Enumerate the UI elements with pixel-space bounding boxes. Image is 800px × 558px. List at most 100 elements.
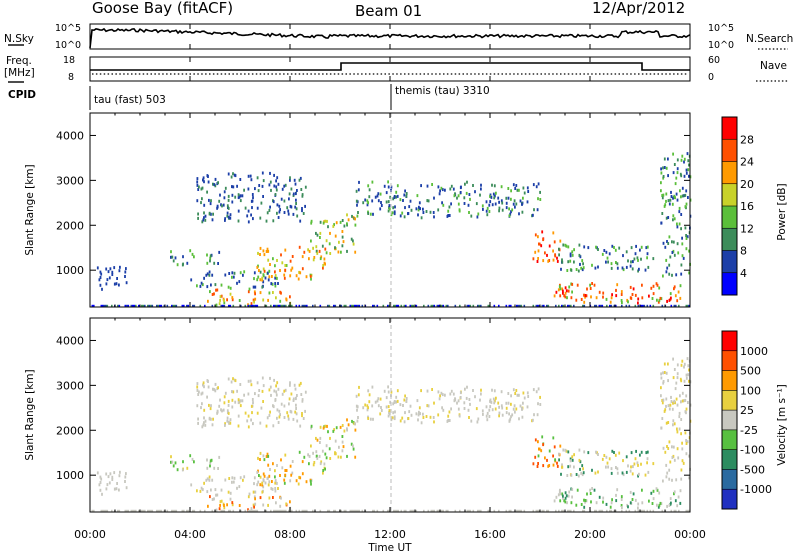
range-gate-cell <box>662 241 665 245</box>
range-gate-cell <box>289 381 291 385</box>
range-gate-cell <box>450 184 453 188</box>
range-gate-cell <box>596 246 598 250</box>
range-gate-cell <box>289 259 292 263</box>
range-gate-cell <box>660 394 662 398</box>
range-gate-cell <box>646 252 649 256</box>
range-gate-cell <box>324 452 327 456</box>
range-gate-cell <box>117 304 119 308</box>
range-gate-cell <box>477 417 480 421</box>
range-gate-cell <box>419 412 421 416</box>
range-gate-cell <box>622 268 625 272</box>
range-gate-cell <box>660 189 662 193</box>
range-gate-cell <box>287 414 290 418</box>
range-gate-cell <box>565 244 568 248</box>
range-gate-cell <box>566 501 568 505</box>
range-gate-cell <box>250 302 253 306</box>
range-gate-cell <box>341 435 344 438</box>
sky-noise-line <box>89 27 691 49</box>
range-gate-cell <box>583 245 586 249</box>
range-gate-cell <box>680 195 682 199</box>
range-gate-cell <box>498 414 500 418</box>
range-gate-cell <box>201 197 203 201</box>
range-gate-cell <box>304 390 307 394</box>
range-gate-cell <box>346 418 348 422</box>
range-gate-cell <box>459 396 462 399</box>
range-gate-cell <box>288 192 291 196</box>
range-gate-cell <box>593 283 596 287</box>
range-gate-cell <box>601 457 604 461</box>
range-gate-cell <box>388 304 391 308</box>
range-gate-cell <box>277 304 280 308</box>
range-gate-cell <box>265 219 268 223</box>
range-gate-cell <box>645 246 648 250</box>
range-gate-cell <box>485 414 488 418</box>
range-gate-cell <box>295 304 298 308</box>
range-gate-cell <box>609 505 612 509</box>
range-gate-cell <box>354 217 356 221</box>
colorbar-tick-label: 12 <box>740 222 754 235</box>
range-gate-cell <box>319 425 322 429</box>
range-gate-cell <box>640 304 643 308</box>
range-gate-cell <box>268 496 271 500</box>
range-gate-cell <box>270 282 273 286</box>
range-gate-cell <box>295 198 297 202</box>
range-gate-cell <box>405 399 408 403</box>
range-gate-cell <box>532 213 534 217</box>
range-gate-cell <box>226 204 229 208</box>
range-gate-cell <box>208 403 210 407</box>
range-gate-cell <box>272 496 274 499</box>
range-gate-cell <box>546 253 548 257</box>
range-gate-cell <box>581 464 584 468</box>
range-gate-cell <box>652 462 655 466</box>
range-gate-cell <box>118 269 121 273</box>
range-gate-cell <box>388 412 391 416</box>
range-gate-cell <box>657 300 660 304</box>
range-gate-cell <box>247 425 250 429</box>
range-gate-cell <box>539 190 541 194</box>
range-gate-cell <box>213 261 216 265</box>
range-gate-cell <box>433 509 436 513</box>
range-gate-cell <box>197 188 200 191</box>
range-gate-cell <box>395 195 397 199</box>
range-gate-cell <box>410 413 413 417</box>
range-gate-cell <box>523 509 526 513</box>
range-gate-cell <box>100 272 103 276</box>
range-gate-cell <box>291 460 294 463</box>
range-gate-cell <box>229 418 232 422</box>
range-gate-cell <box>197 417 199 421</box>
range-gate-cell <box>206 174 209 178</box>
range-gate-cell <box>672 357 674 361</box>
range-gate-cell <box>678 427 681 431</box>
range-gate-cell <box>559 444 562 448</box>
range-gate-cell <box>272 219 275 223</box>
range-gate-cell <box>466 385 468 389</box>
range-gate-cell <box>415 207 418 211</box>
range-gate-cell <box>410 208 413 212</box>
range-gate-cell <box>285 264 288 267</box>
range-gate-cell <box>236 486 238 490</box>
range-gate-cell <box>686 440 689 444</box>
range-gate-cell <box>366 199 369 203</box>
range-gate-cell <box>662 479 664 483</box>
range-gate-cell <box>661 399 664 402</box>
range-gate-cell <box>278 409 281 413</box>
range-gate-cell <box>209 459 212 463</box>
range-gate-cell <box>673 304 676 308</box>
range-gate-cell <box>288 509 290 513</box>
range-gate-cell <box>256 509 259 513</box>
range-gate-cell <box>447 209 450 213</box>
range-gate-cell <box>315 245 318 249</box>
range-gate-cell <box>665 216 668 220</box>
range-gate-cell <box>299 219 302 223</box>
range-gate-cell <box>236 389 238 393</box>
range-gate-cell <box>660 171 663 175</box>
range-gate-cell <box>342 445 345 449</box>
range-gate-cell <box>594 304 596 308</box>
range-gate-cell <box>556 461 558 465</box>
range-gate-cell <box>630 465 632 469</box>
range-gate-cell <box>374 400 377 404</box>
range-gate-cell <box>216 205 219 209</box>
range-gate-cell <box>206 190 208 194</box>
range-gate-cell <box>356 203 358 207</box>
range-gate-cell <box>570 296 573 300</box>
